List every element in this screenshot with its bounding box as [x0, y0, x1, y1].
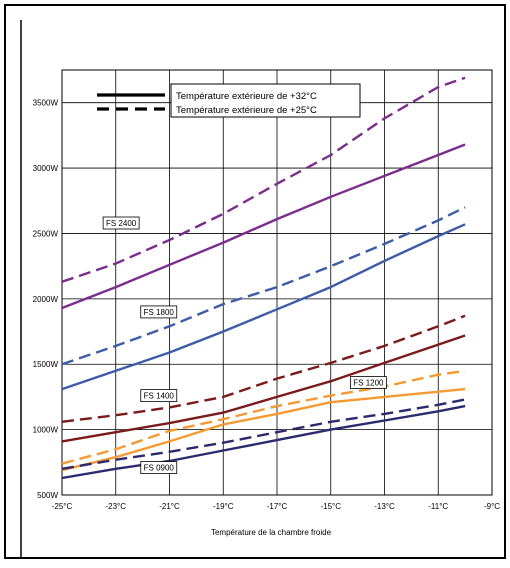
x-tick-label: -11°C — [428, 502, 448, 511]
y-tick-label: 3000W — [33, 164, 59, 173]
series-line-fs-1200-dashed — [61, 369, 466, 465]
plot-area-border — [61, 69, 493, 496]
x-tick-label: -15°C — [320, 502, 341, 511]
x-tick-label: -9°C — [484, 502, 500, 511]
series-label-box — [140, 389, 178, 403]
x-axis-title: Température de la chambre froide — [211, 528, 332, 537]
series-line-fs-1800-dashed — [61, 206, 466, 366]
series-label: FS 0900 — [144, 464, 175, 473]
series-label-box — [140, 305, 178, 319]
x-tick-label: -17°C — [267, 502, 288, 511]
y-tick-label: 500W — [37, 491, 58, 500]
series-label: FS 1400 — [144, 392, 175, 401]
series-line-fs-2400-solid — [61, 143, 466, 310]
series-line-fs-2400-dashed — [61, 76, 466, 283]
series-line-fs-1800-solid — [61, 223, 466, 391]
series-label-box — [102, 216, 140, 230]
legend-entry-solid: Température extérieure de +32°C — [176, 91, 317, 102]
series-line-fs-0900-solid — [61, 404, 466, 480]
series-label: FS 1800 — [144, 308, 175, 317]
y-tick-label: 1000W — [33, 426, 59, 435]
legend-entry-dashed: Température extérieure de +25°C — [176, 105, 317, 116]
y-tick-label: 2000W — [33, 295, 59, 304]
series-label: FS 1200 — [353, 379, 384, 388]
x-tick-label: -13°C — [374, 502, 395, 511]
x-tick-label: -25°C — [52, 502, 73, 511]
series-line-fs-1400-dashed — [61, 314, 466, 423]
x-tick-label: -21°C — [159, 502, 180, 511]
x-tick-label: -23°C — [105, 502, 126, 511]
series-line-fs-1400-solid — [61, 334, 466, 443]
y-tick-label: 1500W — [33, 360, 59, 369]
series-line-fs-1200-solid — [61, 387, 466, 472]
x-tick-label: -19°C — [213, 502, 234, 511]
legend-box — [170, 83, 361, 118]
series-line-fs-0900-dashed — [61, 398, 466, 470]
y-tick-label: 2500W — [33, 229, 59, 238]
legend: Température extérieure de +32°C Températ… — [97, 83, 361, 118]
series-label-box — [140, 461, 178, 474]
series-label-box — [349, 376, 387, 389]
y-tick-label: 3500W — [33, 99, 59, 108]
series-label: FS 2400 — [106, 219, 137, 228]
